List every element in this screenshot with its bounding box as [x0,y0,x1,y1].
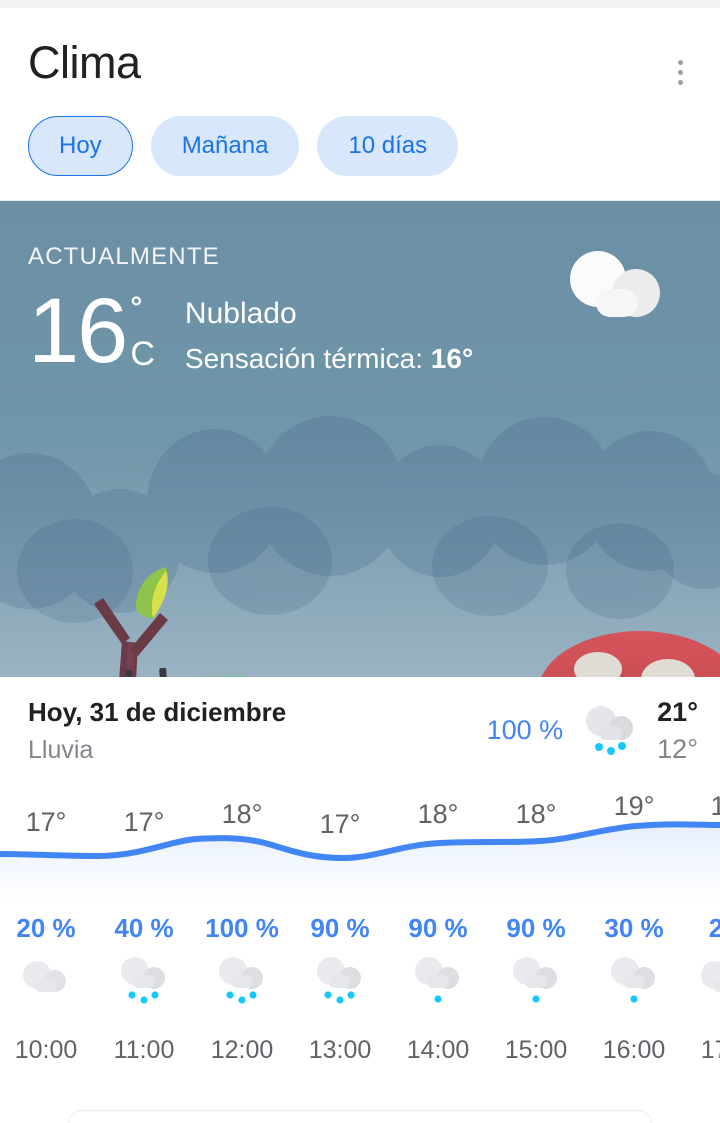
hourly-temp-6: 19° [613,790,655,821]
current-condition: Nublado [184,296,297,330]
next-card-peek[interactable] [68,1110,652,1123]
temp-unit: C [130,334,155,373]
rain-icon [586,705,634,755]
hourly-icon-3-rain-heavy-icon [309,953,371,1014]
hourly-temperature-labels: 17° 17° 18° 17° 18° 18° 19° 1 [0,781,720,851]
hourly-icon-1-rain-heavy-icon [113,953,175,1014]
hourly-temp-3: 17° [319,808,361,839]
day-low-temp: 12° [657,733,698,764]
hourly-time-6: 16:00 [602,1035,666,1064]
day-title: Hoy, 31 de diciembre [28,696,287,727]
hourly-time-7: 17:00 [700,1035,720,1064]
hourly-time-2: 12:00 [210,1035,274,1064]
hourly-pop-3: 90 % [310,912,370,943]
hourly-temp-2: 18° [221,798,263,829]
hourly-pop-0: 20 % [16,912,76,943]
hourly-temp-1: 17° [123,806,165,837]
hourly-time-5: 15:00 [504,1035,568,1064]
current-conditions-text: ACTUALMENTE 16 ° C Nublado Sensación tér… [28,243,473,377]
tab-10-dias[interactable]: 10 días [317,115,459,176]
day-summary-row[interactable]: Hoy, 31 de diciembre Lluvia 100 % 21° 12… [0,677,720,781]
hourly-icon-0-cloudy-icon [15,953,77,1014]
hourly-temp-7: 1 [710,790,720,821]
day-summary-left: Hoy, 31 de diciembre Lluvia [28,697,286,765]
current-label: ACTUALMENTE [28,242,220,270]
current-temp-value: 16 [28,279,128,382]
hourly-forecast[interactable]: 17° 17° 18° 17° 18° 18° 19° 1 20 % 40 % … [0,781,720,1081]
feels-like: Sensación térmica: 16° [185,343,473,375]
feels-like-value: 16° [430,342,474,374]
hourly-pop-1: 40 % [114,912,174,943]
hourly-time-1: 11:00 [113,1035,175,1064]
current-temperature: 16 ° C [28,285,155,377]
temperature-curve [0,820,720,901]
hourly-icon-2-rain-heavy-icon [211,953,273,1014]
tab-manana[interactable]: Mañana [150,115,300,176]
more-vert-icon[interactable] [658,50,702,94]
hourly-time-3: 13:00 [308,1035,372,1064]
tab-hoy[interactable]: Hoy [28,115,133,176]
day-high-temp: 21° [657,696,698,727]
hourly-time-4: 14:00 [406,1035,470,1064]
feels-like-label: Sensación térmica: [184,342,424,374]
hourly-temp-0: 17° [25,806,67,837]
hourly-time-0: 10:00 [14,1035,78,1064]
current-conditions-hero: ACTUALMENTE 16 ° C Nublado Sensación tér… [0,199,720,677]
hourly-pop-7: 2 [708,912,720,943]
page-title: Clima [28,37,141,88]
hourly-pop-6: 30 % [604,912,664,943]
hourly-icon-5-rain-light-icon [505,953,567,1014]
day-condition: Lluvia [28,735,94,764]
hourly-temp-4: 18° [417,798,459,829]
hourly-temp-5: 18° [515,798,557,829]
hourly-icon-6-rain-light-icon [603,953,665,1014]
status-bar [0,0,720,8]
cloudy-icon [570,250,660,317]
day-summary-right: 100 % 21° 12° [487,697,698,765]
hourly-icon-7-cloudy-icon [693,953,720,1014]
degree-symbol: ° [130,290,143,324]
tab-chips: Hoy Mañana 10 días [0,88,720,200]
day-precipitation: 100 % [486,715,564,745]
hourly-pop-4: 90 % [408,912,468,943]
hourly-pop-5: 90 % [506,912,566,943]
hourly-pop-2: 100 % [205,912,279,943]
app-header: Clima [0,8,720,88]
hourly-icon-4-rain-light-icon [407,953,469,1014]
